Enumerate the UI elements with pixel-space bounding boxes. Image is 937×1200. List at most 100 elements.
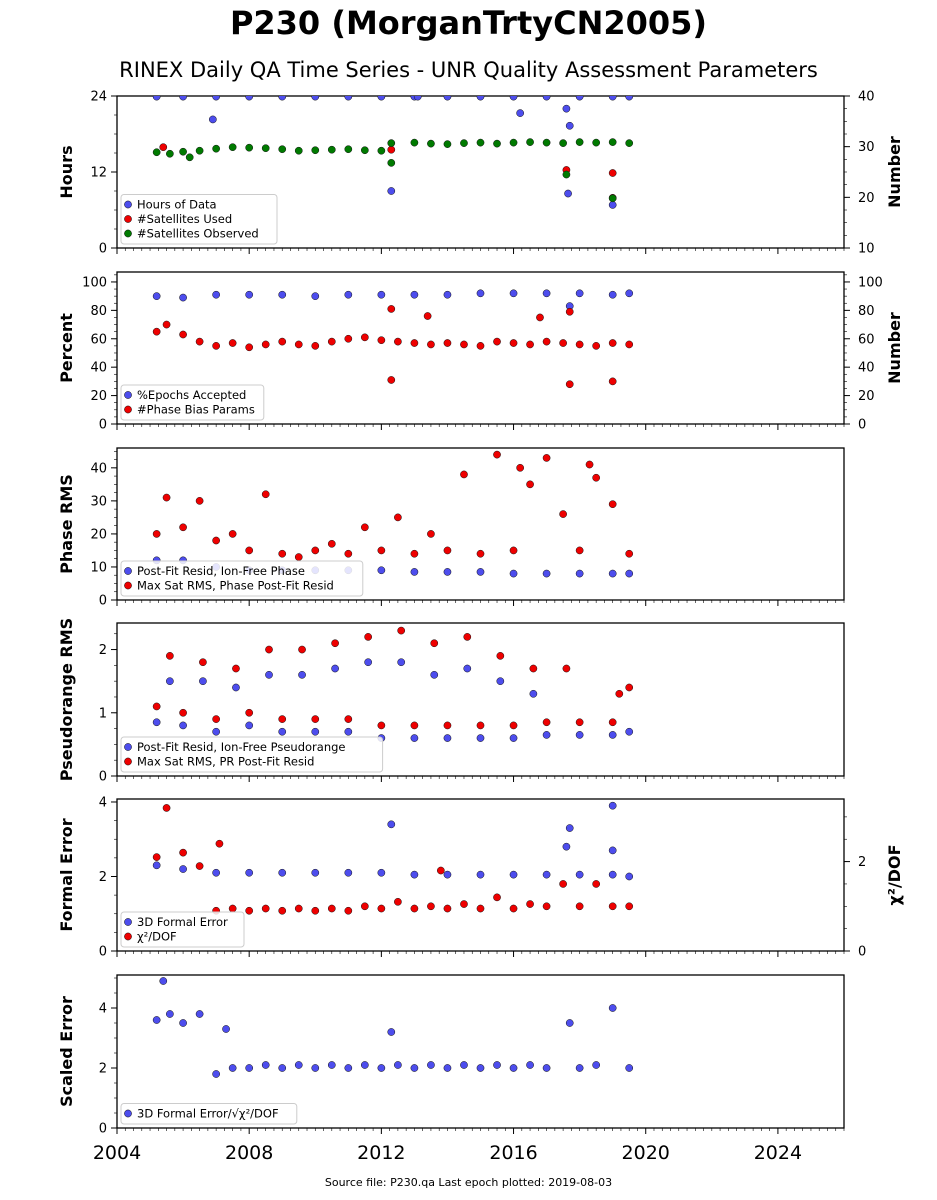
data-point-blue bbox=[542, 96, 551, 101]
data-point-blue bbox=[575, 569, 584, 578]
data-point-blue bbox=[542, 731, 551, 739]
data-point-blue bbox=[575, 870, 584, 879]
y2-tick-label: 100 bbox=[858, 275, 883, 290]
data-point-red bbox=[152, 530, 161, 538]
y2-axis-label: Number bbox=[885, 136, 904, 208]
data-point-red bbox=[625, 549, 634, 558]
data-point-green bbox=[152, 148, 161, 157]
data-point-red bbox=[394, 897, 402, 906]
data-point-blue bbox=[562, 104, 571, 113]
data-point-green bbox=[476, 138, 485, 147]
data-layer bbox=[152, 289, 634, 389]
data-point-red bbox=[493, 450, 501, 459]
data-point-red bbox=[212, 715, 220, 723]
data-point-blue bbox=[496, 677, 505, 686]
data-point-red bbox=[529, 664, 538, 673]
data-point-green bbox=[179, 147, 187, 156]
data-point-blue bbox=[565, 824, 574, 832]
data-point-blue bbox=[443, 96, 452, 101]
data-point-blue bbox=[443, 290, 452, 299]
data-point-red bbox=[152, 853, 161, 861]
data-layer bbox=[152, 96, 634, 209]
data-point-blue bbox=[232, 683, 240, 692]
legend: 3D Formal Error/√χ²/DOF bbox=[120, 1103, 298, 1125]
y-tick-label: 2 bbox=[99, 1062, 107, 1077]
data-point-red bbox=[443, 904, 452, 913]
y-tick-label: 0 bbox=[99, 242, 107, 257]
legend-box bbox=[120, 1103, 298, 1125]
data-point-red bbox=[261, 904, 270, 913]
data-point-red bbox=[232, 664, 240, 673]
data-point-green bbox=[542, 138, 551, 147]
data-point-green bbox=[311, 146, 320, 155]
data-point-red bbox=[625, 683, 634, 692]
data-point-blue bbox=[152, 861, 161, 870]
panel-2: 0 20 40 60 80 100 0 20 40 60 80 100 Percent Number %Ep… bbox=[57, 271, 904, 433]
data-point-red bbox=[245, 343, 254, 352]
data-point-red bbox=[261, 490, 270, 499]
data-point-red bbox=[608, 339, 617, 347]
data-point-red bbox=[397, 626, 406, 635]
data-point-red bbox=[311, 906, 320, 915]
data-point-blue bbox=[542, 569, 551, 578]
y-tick-label: 0 bbox=[99, 418, 107, 433]
data-point-blue bbox=[179, 96, 187, 101]
y-tick-label: 60 bbox=[90, 332, 107, 347]
source-footer: Source file: P230.qa Last epoch plotted:… bbox=[324, 1176, 613, 1189]
data-point-blue bbox=[166, 1010, 174, 1018]
data-point-red bbox=[476, 721, 485, 730]
data-point-red bbox=[430, 639, 439, 648]
data-point-red bbox=[179, 708, 187, 717]
data-point-red bbox=[608, 718, 617, 727]
data-point-red bbox=[387, 145, 396, 154]
data-point-green bbox=[360, 146, 369, 155]
data-point-blue bbox=[542, 289, 551, 298]
data-point-blue bbox=[294, 1061, 303, 1069]
data-point-blue bbox=[575, 731, 584, 739]
data-point-red bbox=[443, 339, 452, 347]
data-point-red bbox=[608, 377, 617, 386]
data-point-blue bbox=[575, 1064, 584, 1072]
data-point-blue bbox=[608, 870, 617, 879]
data-point-blue bbox=[608, 801, 617, 810]
data-point-red bbox=[228, 904, 237, 913]
data-point-blue bbox=[443, 734, 452, 742]
data-point-red bbox=[360, 902, 369, 911]
data-point-red bbox=[195, 337, 204, 346]
data-point-green bbox=[526, 138, 534, 146]
data-point-blue bbox=[245, 721, 254, 730]
data-point-blue bbox=[509, 1064, 518, 1072]
data-point-red bbox=[423, 312, 432, 320]
data-point-blue bbox=[608, 290, 617, 299]
data-point-blue bbox=[565, 121, 574, 130]
data-layer bbox=[152, 626, 634, 742]
data-point-red bbox=[575, 340, 584, 349]
data-point-red bbox=[245, 546, 254, 555]
data-point-blue bbox=[278, 868, 287, 877]
data-point-blue bbox=[377, 868, 386, 877]
y2-tick-label: 30 bbox=[858, 140, 875, 155]
data-point-red bbox=[608, 169, 617, 177]
data-point-blue bbox=[331, 664, 339, 673]
data-point-blue bbox=[410, 568, 419, 576]
data-point-blue bbox=[212, 290, 220, 299]
data-point-blue bbox=[529, 689, 538, 698]
y-tick-label: 4 bbox=[99, 795, 107, 810]
data-point-green bbox=[261, 144, 270, 153]
data-point-red bbox=[565, 307, 574, 316]
legend-entry: Max Sat RMS, Phase Post-Fit Resid bbox=[137, 579, 334, 593]
data-point-green bbox=[377, 146, 386, 155]
data-point-red bbox=[377, 546, 386, 555]
x-tick-label: 2020 bbox=[622, 1142, 670, 1164]
data-point-red bbox=[559, 510, 567, 518]
y-axis-label: Percent bbox=[57, 313, 76, 383]
data-point-blue bbox=[212, 1070, 220, 1078]
data-point-blue bbox=[311, 96, 320, 101]
data-point-blue bbox=[311, 868, 320, 877]
data-point-red bbox=[344, 549, 353, 558]
data-point-blue bbox=[476, 568, 485, 576]
data-layer bbox=[152, 450, 634, 578]
